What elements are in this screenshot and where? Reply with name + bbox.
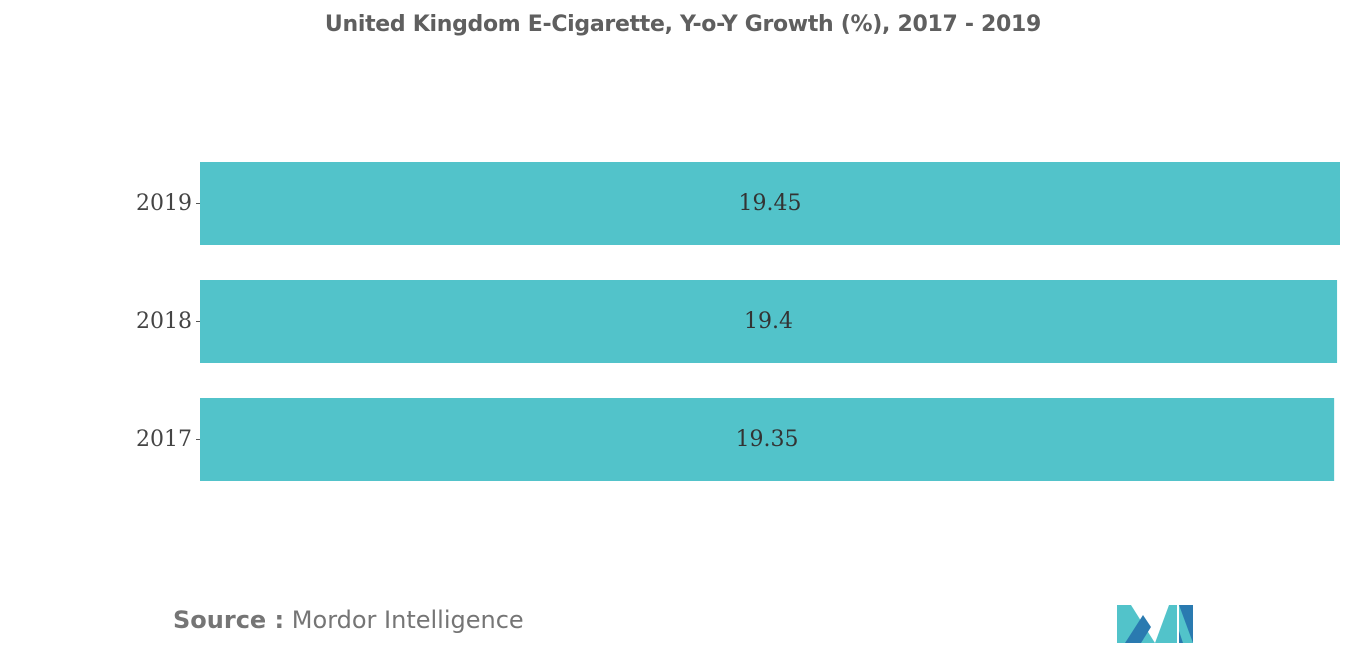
y-tick-label-2017: 2017: [136, 427, 192, 452]
bar-2018: [200, 280, 1338, 363]
bar-2017: [200, 398, 1335, 481]
data-label-2017: 19.35: [736, 427, 799, 452]
data-label-2018: 19.4: [744, 309, 793, 334]
chart-title: United Kingdom E-Cigarette, Y-o-Y Growth…: [324, 12, 1042, 37]
bar-2019: [200, 162, 1340, 245]
source-text: Mordor Intelligence: [291, 606, 524, 634]
y-tick-label-2019: 2019: [136, 191, 192, 216]
data-label-2019: 19.45: [739, 191, 802, 216]
source-footer: Source : Mordor Intelligence: [173, 606, 524, 634]
mordor-intelligence-logo-icon: [1117, 605, 1193, 643]
y-tick-label-2018: 2018: [136, 309, 192, 334]
source-label: Source :: [173, 606, 285, 634]
